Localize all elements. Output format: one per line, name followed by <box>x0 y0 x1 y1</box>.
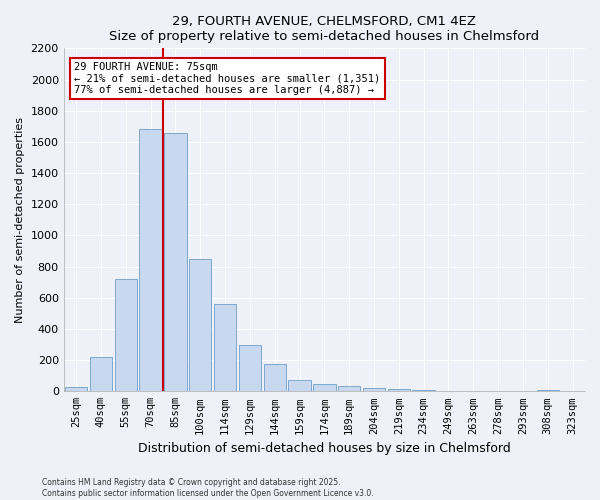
Bar <box>263 364 286 392</box>
Bar <box>164 132 187 392</box>
Bar <box>388 389 410 392</box>
Bar <box>239 344 261 392</box>
Bar <box>363 388 385 392</box>
Bar <box>289 380 311 392</box>
Text: Contains HM Land Registry data © Crown copyright and database right 2025.
Contai: Contains HM Land Registry data © Crown c… <box>42 478 374 498</box>
Title: 29, FOURTH AVENUE, CHELMSFORD, CM1 4EZ
Size of property relative to semi-detache: 29, FOURTH AVENUE, CHELMSFORD, CM1 4EZ S… <box>109 15 539 43</box>
Bar <box>338 386 361 392</box>
Bar <box>90 357 112 392</box>
Text: 29 FOURTH AVENUE: 75sqm
← 21% of semi-detached houses are smaller (1,351)
77% of: 29 FOURTH AVENUE: 75sqm ← 21% of semi-de… <box>74 62 380 96</box>
Bar <box>214 304 236 392</box>
Bar <box>115 279 137 392</box>
Bar <box>412 390 435 392</box>
Y-axis label: Number of semi-detached properties: Number of semi-detached properties <box>15 117 25 323</box>
Bar <box>462 390 484 392</box>
Bar <box>313 384 335 392</box>
Bar <box>189 259 211 392</box>
Bar <box>65 386 87 392</box>
Bar <box>536 390 559 392</box>
Bar <box>139 130 162 392</box>
X-axis label: Distribution of semi-detached houses by size in Chelmsford: Distribution of semi-detached houses by … <box>138 442 511 455</box>
